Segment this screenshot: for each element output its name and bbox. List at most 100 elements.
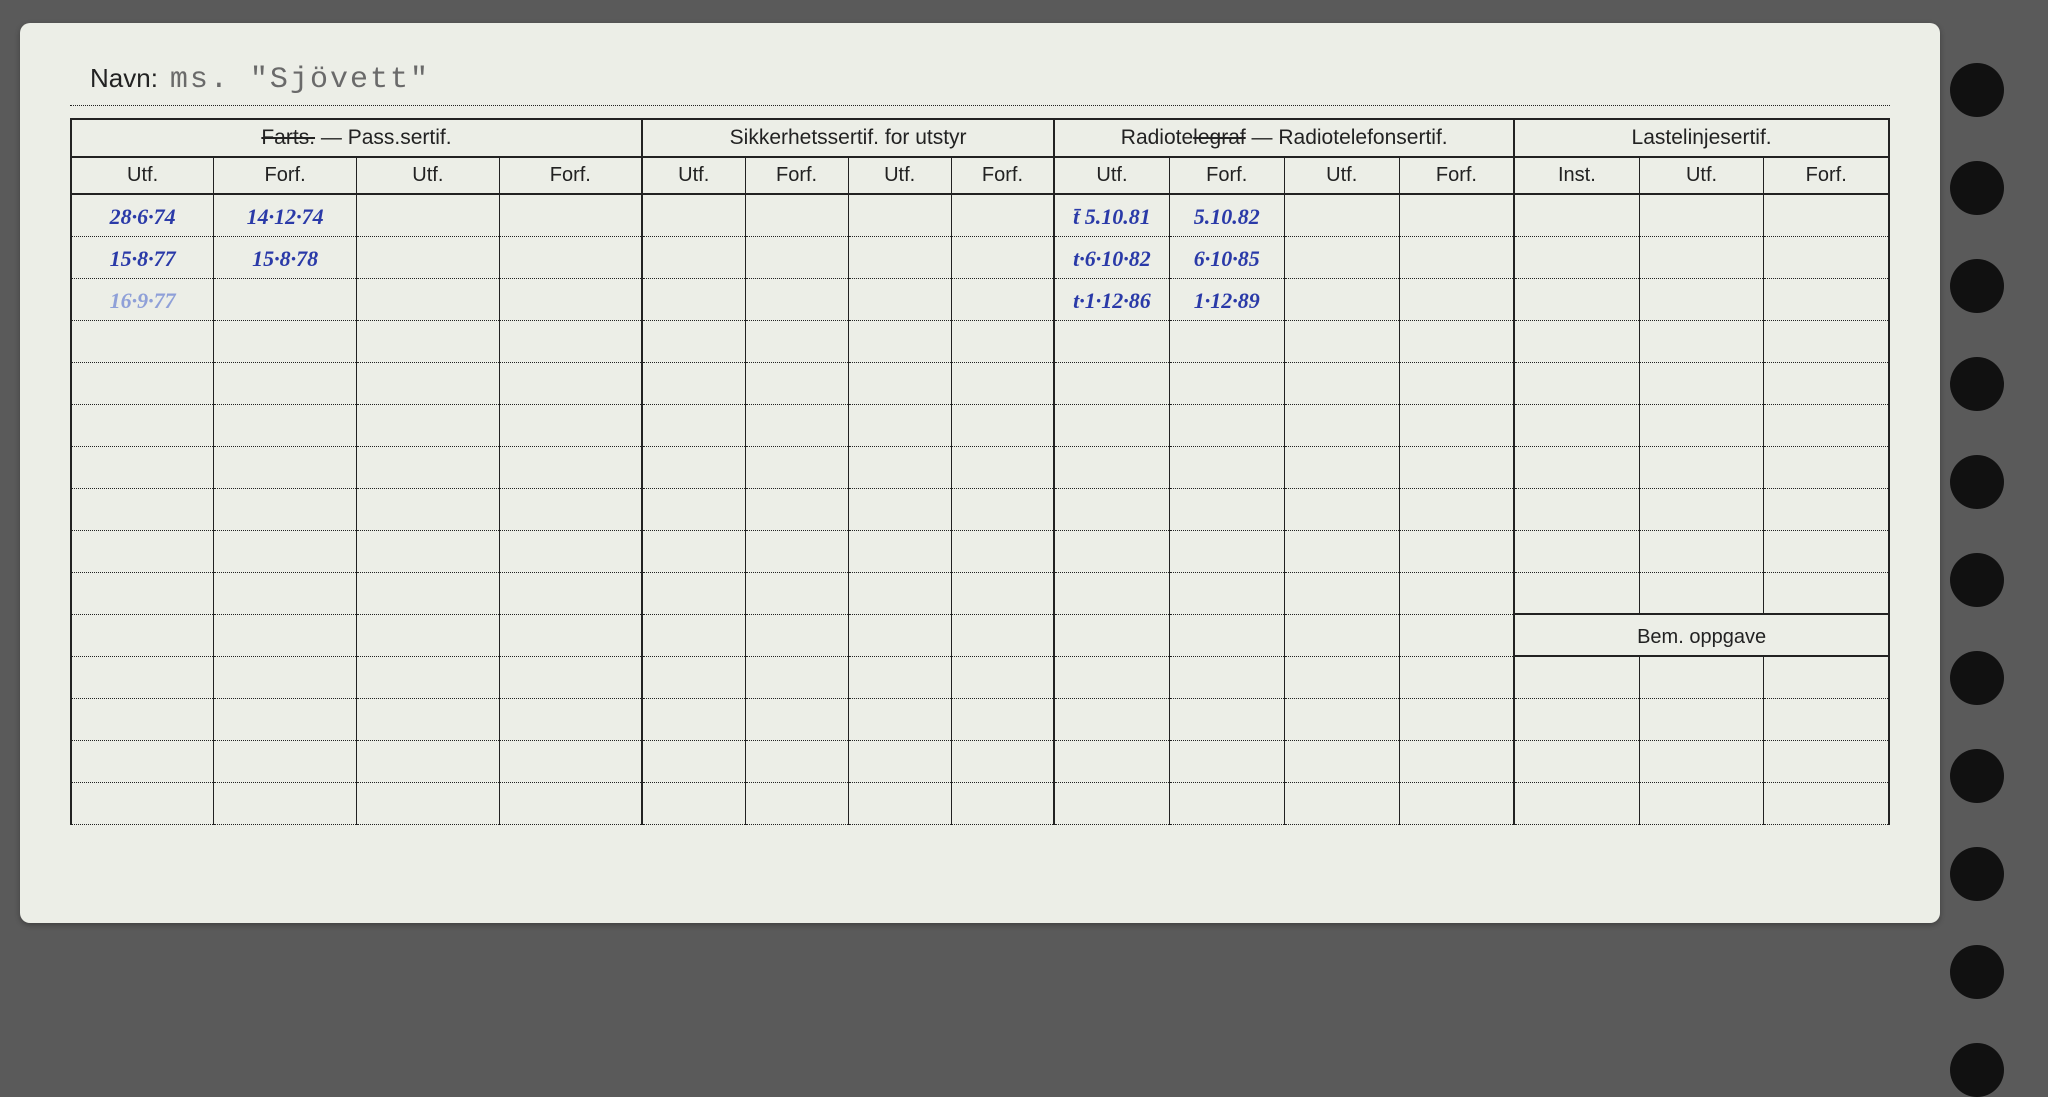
cell <box>848 782 951 824</box>
cell <box>642 572 745 614</box>
col-forf: Forf. <box>499 157 642 194</box>
cell <box>745 446 848 488</box>
cell <box>1399 698 1514 740</box>
cell <box>214 362 357 404</box>
cell <box>1639 404 1764 446</box>
col-utf: Utf. <box>71 157 214 194</box>
cell <box>1169 446 1284 488</box>
table-row <box>71 656 1889 698</box>
table-row <box>71 740 1889 782</box>
col-forf: Forf. <box>1399 157 1514 194</box>
cell <box>356 782 499 824</box>
col-forf: Forf. <box>1764 157 1889 194</box>
cell <box>1514 404 1639 446</box>
cell <box>1054 404 1169 446</box>
cell <box>1169 362 1284 404</box>
cell <box>356 572 499 614</box>
cell <box>1639 320 1764 362</box>
cell <box>1169 320 1284 362</box>
cell <box>1284 572 1399 614</box>
binder-hole <box>1950 553 2004 607</box>
cell <box>951 362 1054 404</box>
cell: 16·9·77 <box>71 278 214 320</box>
cell <box>1054 614 1169 656</box>
cell <box>1399 278 1514 320</box>
cell <box>951 572 1054 614</box>
cell <box>642 530 745 572</box>
cell <box>499 656 642 698</box>
cell <box>1284 446 1399 488</box>
cell <box>1399 572 1514 614</box>
cell <box>642 698 745 740</box>
cell <box>1399 320 1514 362</box>
handwritten-value: 14·12·74 <box>247 204 324 229</box>
cell <box>1639 572 1764 614</box>
cell <box>1514 362 1639 404</box>
cell <box>642 488 745 530</box>
handwritten-value: 28·6·74 <box>110 204 176 229</box>
cell <box>1284 488 1399 530</box>
cell <box>1054 698 1169 740</box>
cell <box>1639 236 1764 278</box>
cell <box>951 488 1054 530</box>
cell <box>1399 446 1514 488</box>
cell: 6·10·85 <box>1169 236 1284 278</box>
cell <box>499 278 642 320</box>
cell <box>745 782 848 824</box>
cell <box>745 740 848 782</box>
handwritten-value: 15·8·77 <box>110 246 176 271</box>
cell: t·6·10·82 <box>1054 236 1169 278</box>
cell: t·1·12·86 <box>1054 278 1169 320</box>
cell: 14·12·74 <box>214 194 357 236</box>
binder-hole <box>1950 847 2004 901</box>
table-row <box>71 404 1889 446</box>
cell <box>848 236 951 278</box>
cell <box>848 320 951 362</box>
cell <box>1764 194 1889 236</box>
cell <box>1054 530 1169 572</box>
cell <box>1169 740 1284 782</box>
cell <box>1514 740 1639 782</box>
binder-hole <box>1950 63 2004 117</box>
cell <box>1639 698 1764 740</box>
cell <box>1169 614 1284 656</box>
cell <box>1514 194 1639 236</box>
binder-holes <box>1950 63 2004 1097</box>
cell <box>1054 446 1169 488</box>
cell <box>356 740 499 782</box>
cell <box>1764 698 1889 740</box>
cell <box>356 446 499 488</box>
cell <box>848 572 951 614</box>
binder-hole <box>1950 945 2004 999</box>
cell <box>1284 236 1399 278</box>
cell <box>642 656 745 698</box>
handwritten-value: t·6·10·82 <box>1073 246 1151 271</box>
cell <box>1054 656 1169 698</box>
col-utf: Utf. <box>1054 157 1169 194</box>
cell <box>1639 740 1764 782</box>
cell <box>951 656 1054 698</box>
cell: 1·12·89 <box>1169 278 1284 320</box>
table-row <box>71 488 1889 530</box>
cell <box>1764 404 1889 446</box>
cell <box>1514 572 1639 614</box>
cell <box>499 530 642 572</box>
cell <box>214 446 357 488</box>
binder-hole <box>1950 455 2004 509</box>
cell <box>1284 278 1399 320</box>
cell <box>848 530 951 572</box>
cell <box>1764 488 1889 530</box>
cell <box>1169 698 1284 740</box>
cell <box>1514 488 1639 530</box>
cell <box>1054 782 1169 824</box>
col-utf: Utf. <box>642 157 745 194</box>
group-pass: Farts. — Pass.sertif. <box>71 119 642 157</box>
cell <box>214 614 357 656</box>
binder-hole <box>1950 259 2004 313</box>
cell <box>71 320 214 362</box>
col-utf: Utf. <box>1639 157 1764 194</box>
cell <box>356 194 499 236</box>
binder-hole <box>1950 651 2004 705</box>
cell <box>356 236 499 278</box>
cell <box>356 614 499 656</box>
